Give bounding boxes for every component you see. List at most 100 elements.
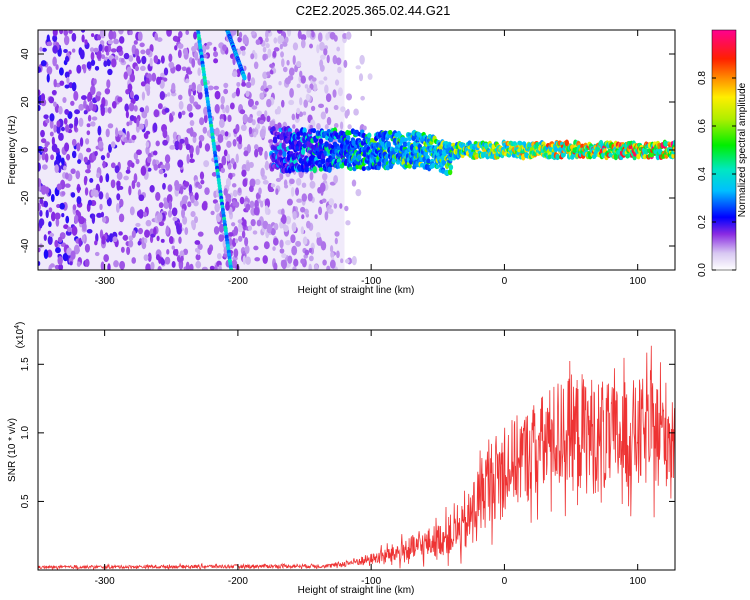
noise-speckle bbox=[76, 186, 82, 192]
noise-speckle bbox=[237, 219, 243, 224]
x-tick-label: -300 bbox=[95, 276, 115, 287]
noise-speckle bbox=[70, 168, 76, 175]
noise-speckle bbox=[333, 105, 339, 111]
noise-speckle bbox=[194, 51, 199, 59]
noise-speckle bbox=[214, 127, 220, 137]
noise-speckle bbox=[49, 263, 55, 268]
noise-speckle bbox=[333, 175, 339, 184]
noise-speckle bbox=[103, 60, 108, 67]
noise-speckle bbox=[237, 48, 242, 55]
noise-speckle bbox=[113, 38, 119, 45]
noise-speckle bbox=[83, 110, 88, 115]
noise-speckle bbox=[115, 202, 120, 213]
noise-speckle bbox=[54, 239, 59, 248]
noise-speckle bbox=[90, 121, 96, 127]
noise-speckle bbox=[152, 150, 158, 156]
signal-band-cell bbox=[403, 137, 409, 142]
noise-speckle bbox=[316, 122, 321, 130]
noise-speckle bbox=[131, 180, 136, 190]
noise-speckle bbox=[232, 138, 237, 147]
noise-speckle bbox=[316, 44, 320, 54]
noise-speckle bbox=[107, 123, 114, 129]
noise-speckle bbox=[324, 124, 329, 130]
noise-speckle bbox=[247, 98, 254, 108]
noise-speckle bbox=[124, 103, 129, 112]
noise-speckle bbox=[118, 30, 124, 35]
noise-speckle bbox=[43, 114, 49, 120]
noise-speckle bbox=[229, 102, 235, 110]
noise-speckle bbox=[241, 169, 247, 177]
noise-speckle bbox=[322, 173, 328, 181]
noise-speckle bbox=[223, 82, 229, 88]
noise-speckle bbox=[223, 88, 229, 95]
signal-band-cell bbox=[613, 153, 619, 161]
signal-band-cell bbox=[447, 168, 453, 176]
noise-speckle bbox=[262, 179, 269, 185]
noise-speckle bbox=[114, 55, 119, 61]
noise-speckle bbox=[280, 51, 284, 58]
noise-speckle bbox=[346, 93, 352, 101]
noise-speckle bbox=[71, 150, 77, 159]
y-tick-label: 20 bbox=[20, 96, 31, 108]
noise-speckle bbox=[78, 237, 82, 247]
noise-speckle bbox=[272, 50, 277, 58]
noise-speckle bbox=[49, 131, 54, 137]
noise-speckle bbox=[47, 235, 53, 246]
noise-speckle bbox=[181, 110, 186, 116]
noise-speckle bbox=[249, 200, 255, 209]
noise-speckle bbox=[242, 178, 248, 188]
y-tick-label: 0 bbox=[20, 147, 31, 153]
noise-speckle bbox=[62, 252, 69, 262]
noise-speckle bbox=[160, 257, 164, 265]
noise-speckle bbox=[137, 31, 143, 42]
noise-speckle bbox=[345, 220, 351, 226]
noise-speckle bbox=[183, 248, 189, 256]
signal-band-cell bbox=[295, 145, 300, 152]
noise-speckle bbox=[213, 46, 217, 52]
spectrogram-y-label: Frequency (Hz) bbox=[7, 116, 18, 185]
noise-speckle bbox=[126, 66, 132, 77]
noise-speckle bbox=[83, 156, 88, 163]
noise-speckle bbox=[334, 231, 340, 237]
spectrogram-x-label: Height of straight line (km) bbox=[298, 285, 415, 296]
noise-speckle bbox=[296, 83, 301, 88]
noise-speckle bbox=[59, 202, 65, 210]
noise-speckle bbox=[100, 261, 105, 270]
noise-speckle bbox=[309, 171, 314, 181]
noise-speckle bbox=[131, 257, 137, 264]
noise-speckle bbox=[165, 225, 170, 236]
x-tick-label: -200 bbox=[228, 276, 248, 287]
noise-speckle bbox=[326, 265, 331, 270]
noise-speckle bbox=[320, 111, 327, 120]
noise-speckle bbox=[243, 219, 247, 227]
noise-speckle bbox=[299, 97, 303, 106]
noise-speckle bbox=[145, 141, 150, 148]
noise-speckle bbox=[227, 114, 232, 123]
noise-speckle bbox=[193, 200, 199, 207]
noise-speckle bbox=[170, 115, 174, 122]
noise-speckle bbox=[276, 106, 281, 115]
noise-speckle bbox=[209, 265, 215, 270]
noise-speckle bbox=[289, 178, 295, 185]
noise-speckle bbox=[202, 126, 208, 134]
noise-speckle bbox=[139, 42, 145, 48]
noise-speckle bbox=[221, 155, 227, 166]
noise-speckle bbox=[155, 140, 160, 147]
noise-speckle bbox=[113, 260, 119, 268]
noise-speckle bbox=[216, 252, 222, 260]
noise-speckle bbox=[332, 89, 337, 98]
noise-speckle bbox=[272, 246, 276, 251]
noise-speckle bbox=[318, 206, 323, 216]
noise-speckle bbox=[86, 229, 93, 234]
noise-speckle bbox=[353, 108, 359, 116]
noise-speckle bbox=[198, 134, 205, 142]
noise-speckle bbox=[246, 143, 251, 154]
noise-speckle bbox=[205, 44, 210, 50]
noise-speckle bbox=[38, 162, 41, 172]
noise-speckle bbox=[119, 260, 126, 270]
noise-speckle bbox=[58, 30, 64, 35]
noise-speckle bbox=[169, 145, 176, 150]
noise-speckle bbox=[320, 241, 327, 251]
noise-speckle bbox=[168, 61, 175, 69]
